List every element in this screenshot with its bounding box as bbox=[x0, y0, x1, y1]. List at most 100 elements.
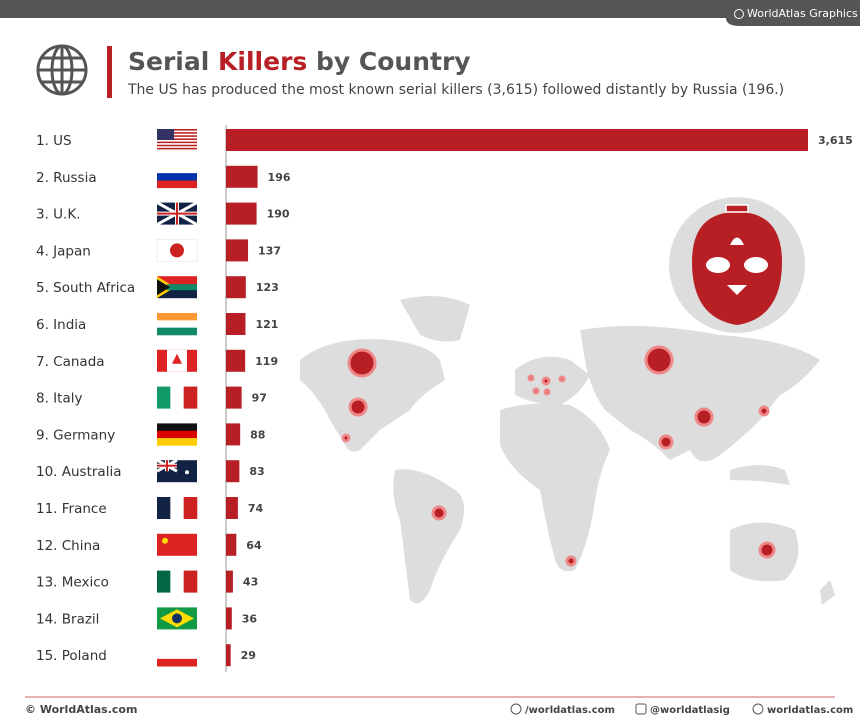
bar bbox=[226, 202, 257, 225]
footer-copyright: © WorldAtlas.com bbox=[25, 703, 137, 716]
bar bbox=[226, 349, 246, 372]
flag-part bbox=[170, 386, 184, 409]
flag bbox=[156, 201, 198, 226]
flag-part bbox=[157, 144, 197, 147]
flag-part bbox=[157, 279, 170, 296]
category-label: 2. Russia bbox=[36, 170, 97, 186]
flag-part bbox=[157, 135, 197, 137]
category-label: 14. Brazil bbox=[36, 611, 99, 627]
flag-part bbox=[170, 570, 184, 593]
brand-tab bbox=[726, 6, 860, 26]
facebook-icon bbox=[510, 703, 522, 715]
bar bbox=[226, 386, 242, 409]
flag-part bbox=[157, 644, 197, 652]
category-label: 7. Canada bbox=[36, 354, 105, 370]
value-label: 196 bbox=[268, 171, 291, 184]
bar bbox=[226, 570, 233, 593]
bar bbox=[226, 644, 231, 667]
chart-title: Serial Killers by Country bbox=[128, 47, 471, 76]
flag-part bbox=[157, 276, 197, 288]
globe-icon bbox=[36, 44, 88, 96]
bar bbox=[226, 607, 232, 630]
flag-part bbox=[162, 537, 168, 544]
flag-part bbox=[157, 180, 197, 189]
category-label: 3. U.K. bbox=[36, 207, 81, 223]
footer-website: worldatlas.com bbox=[767, 705, 853, 716]
flag bbox=[157, 276, 197, 299]
flag bbox=[157, 607, 197, 630]
bar bbox=[226, 423, 241, 446]
bar bbox=[226, 239, 249, 262]
category-label: 15. Poland bbox=[36, 648, 107, 664]
bar bbox=[226, 129, 808, 151]
flag bbox=[157, 165, 197, 189]
brand: WorldAtlas Graphics bbox=[747, 7, 858, 20]
flag bbox=[157, 570, 198, 593]
value-label: 43 bbox=[243, 576, 258, 589]
flag bbox=[157, 386, 198, 409]
flag-part bbox=[157, 570, 171, 593]
flag-part bbox=[157, 423, 197, 432]
flag-part bbox=[157, 438, 197, 446]
flag-part bbox=[157, 165, 197, 174]
flag bbox=[157, 129, 197, 150]
value-label: 88 bbox=[250, 428, 265, 441]
flag-part bbox=[157, 129, 174, 140]
title-part: by Country bbox=[316, 47, 471, 76]
value-label: 74 bbox=[248, 502, 264, 515]
value-label: 121 bbox=[255, 318, 278, 331]
flag bbox=[157, 644, 197, 667]
flag bbox=[156, 458, 197, 483]
flag-part bbox=[157, 138, 197, 140]
flag-part bbox=[170, 497, 184, 519]
category-label: 13. Mexico bbox=[36, 575, 109, 591]
value-label: 29 bbox=[241, 649, 256, 662]
title-accent bbox=[107, 46, 112, 98]
flag-part bbox=[176, 202, 178, 225]
flag-part bbox=[170, 243, 184, 258]
category-label: 9. Germany bbox=[36, 427, 115, 443]
category-label: 6. India bbox=[36, 317, 86, 333]
category-label: 1. US bbox=[36, 133, 72, 149]
flag-part bbox=[157, 651, 197, 660]
flag-part bbox=[166, 460, 168, 472]
value-label: 83 bbox=[249, 465, 264, 478]
flag-part bbox=[183, 570, 198, 593]
flag-part bbox=[157, 129, 197, 131]
flag-part bbox=[172, 613, 182, 624]
flag-part bbox=[157, 658, 197, 667]
value-label: 3,615 bbox=[818, 134, 853, 147]
flag-part bbox=[157, 287, 197, 299]
instagram-icon bbox=[635, 703, 647, 715]
brand-icon bbox=[734, 9, 744, 19]
flag-part bbox=[157, 497, 171, 519]
flag-part bbox=[185, 470, 189, 475]
title-highlight: Killers bbox=[218, 47, 307, 76]
web-icon bbox=[752, 703, 764, 715]
flag bbox=[157, 533, 197, 556]
flag bbox=[157, 497, 198, 519]
flag-part bbox=[172, 353, 182, 364]
flag-part bbox=[183, 386, 198, 409]
value-label: 97 bbox=[252, 392, 267, 405]
flag-part bbox=[157, 132, 197, 134]
value-label: 123 bbox=[256, 281, 279, 294]
category-label: 8. Italy bbox=[36, 391, 82, 407]
bar bbox=[226, 165, 258, 188]
value-label: 64 bbox=[246, 539, 262, 552]
flag-part bbox=[157, 327, 197, 336]
value-label: 36 bbox=[242, 612, 258, 625]
subtitle: The US has produced the most known seria… bbox=[127, 82, 784, 98]
category-label: 12. China bbox=[36, 538, 100, 554]
flag bbox=[157, 349, 197, 372]
flag-part bbox=[157, 147, 197, 150]
map-markers bbox=[341, 345, 776, 567]
flag bbox=[157, 423, 197, 446]
bar bbox=[226, 533, 237, 556]
category-label: 4. Japan bbox=[36, 243, 91, 259]
value-label: 190 bbox=[267, 208, 290, 221]
flag-part bbox=[157, 320, 197, 328]
flag-part bbox=[157, 430, 197, 439]
flag-part bbox=[157, 141, 197, 144]
